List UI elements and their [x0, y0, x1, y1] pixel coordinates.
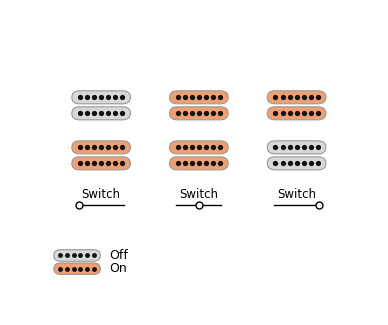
Text: Off: Off: [109, 249, 128, 262]
FancyBboxPatch shape: [72, 141, 130, 154]
FancyBboxPatch shape: [170, 107, 228, 120]
FancyBboxPatch shape: [72, 91, 130, 104]
FancyBboxPatch shape: [54, 250, 100, 261]
FancyBboxPatch shape: [267, 91, 326, 104]
FancyBboxPatch shape: [54, 263, 100, 275]
FancyBboxPatch shape: [72, 157, 130, 170]
FancyBboxPatch shape: [72, 107, 130, 120]
FancyBboxPatch shape: [170, 141, 228, 154]
Text: Switch: Switch: [277, 188, 316, 201]
FancyBboxPatch shape: [267, 141, 326, 154]
Text: Switch: Switch: [179, 188, 218, 201]
Text: On: On: [109, 262, 127, 275]
FancyBboxPatch shape: [267, 107, 326, 120]
FancyBboxPatch shape: [170, 91, 228, 104]
FancyBboxPatch shape: [170, 157, 228, 170]
FancyBboxPatch shape: [267, 157, 326, 170]
Text: Switch: Switch: [81, 188, 121, 201]
